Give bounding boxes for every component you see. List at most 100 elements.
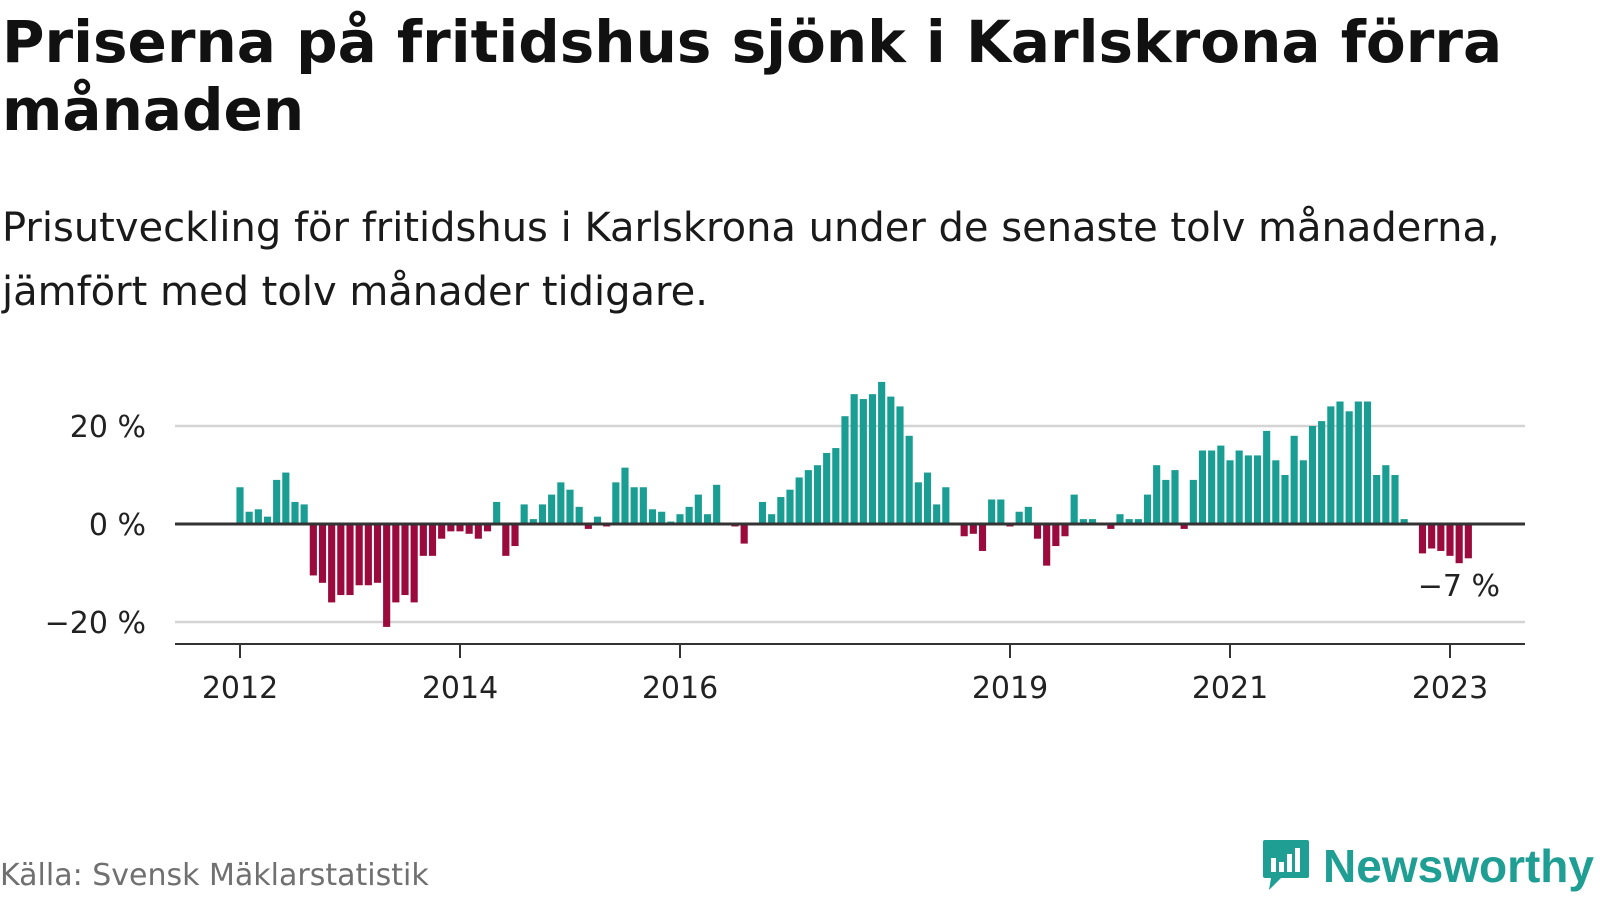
bar <box>502 524 510 556</box>
bar <box>1143 494 1152 524</box>
bar <box>364 524 372 586</box>
bar <box>1052 524 1060 547</box>
bar <box>1318 421 1326 524</box>
bar <box>1244 455 1252 524</box>
bar <box>1134 519 1142 524</box>
bar <box>1180 524 1188 529</box>
bar <box>1153 465 1161 524</box>
bar <box>557 482 565 524</box>
bar <box>300 504 308 524</box>
bar <box>923 472 932 524</box>
chart-subtitle: Prisutveckling för fritidshus i Karlskro… <box>2 205 1500 315</box>
bar <box>1308 426 1317 524</box>
bar <box>777 497 785 524</box>
bar <box>1226 460 1234 524</box>
x-tick-label: 2019 <box>972 671 1048 706</box>
bar <box>859 399 867 524</box>
bar <box>1437 524 1445 551</box>
source-note: Källa: Svensk Mäklarstatistik <box>0 858 429 893</box>
bar <box>447 524 455 532</box>
bar <box>648 509 657 524</box>
bar <box>1363 401 1372 524</box>
x-axis-ticks: 2012 2014 2016 2019 2021 2023 <box>202 644 1488 706</box>
bar <box>988 499 996 524</box>
bar <box>694 494 702 524</box>
bar <box>392 524 400 603</box>
bar <box>1198 450 1207 524</box>
bar <box>1015 511 1023 524</box>
bar <box>291 501 299 524</box>
bar <box>1327 406 1335 524</box>
bar <box>483 524 492 532</box>
bar <box>1391 475 1399 524</box>
bar <box>1253 455 1262 524</box>
bar <box>868 394 877 524</box>
bar <box>575 506 583 524</box>
bar <box>529 519 537 524</box>
bar <box>410 524 418 603</box>
bar <box>832 448 840 524</box>
bar <box>942 487 950 524</box>
bar <box>758 501 767 524</box>
bar <box>997 499 1005 524</box>
bar <box>1272 460 1280 524</box>
bar <box>713 484 721 524</box>
bar <box>401 524 409 596</box>
bar <box>337 524 345 596</box>
bar <box>1446 524 1454 556</box>
bar <box>520 504 528 524</box>
bar <box>1373 475 1381 524</box>
bar <box>1171 470 1179 524</box>
bar <box>1382 465 1390 524</box>
bar <box>978 524 987 551</box>
bar <box>841 416 849 524</box>
bar <box>1162 479 1170 524</box>
bar <box>1299 460 1307 524</box>
bar <box>493 501 501 524</box>
bar <box>511 524 519 547</box>
y-tick-label: 20 % <box>70 410 146 445</box>
bar <box>1208 450 1216 524</box>
bar <box>245 511 253 524</box>
bar <box>355 524 363 586</box>
bar <box>878 381 886 524</box>
bar <box>538 504 547 524</box>
bar <box>813 465 822 524</box>
bar <box>621 467 629 524</box>
bar <box>1418 524 1427 554</box>
bar <box>969 524 977 534</box>
bar-chart: −20 % 0 % 20 % 2012 2014 2016 2019 2021 2023 −7… <box>45 381 1525 706</box>
bar <box>282 472 290 524</box>
bar-chart-speech-bubble-icon <box>1263 840 1310 890</box>
bar <box>960 524 968 537</box>
x-tick-label: 2021 <box>1192 671 1268 706</box>
bar <box>933 504 941 524</box>
y-tick-label: −20 % <box>45 606 146 641</box>
bar <box>346 524 354 596</box>
x-tick-label: 2012 <box>202 671 278 706</box>
bar <box>1070 494 1078 524</box>
bar <box>383 524 391 627</box>
bar <box>630 487 638 524</box>
bar <box>768 514 776 524</box>
bar <box>1263 430 1271 524</box>
x-tick-label: 2014 <box>422 671 498 706</box>
bar <box>273 479 281 524</box>
bars <box>236 381 1472 627</box>
bar <box>1354 401 1362 524</box>
bar <box>1088 519 1097 524</box>
bar <box>1116 514 1124 524</box>
gridlines <box>175 424 1525 624</box>
bar <box>438 524 446 539</box>
bar <box>373 524 382 583</box>
bar <box>593 516 602 524</box>
bar <box>428 524 437 556</box>
bar <box>1024 506 1032 524</box>
bar <box>309 524 317 576</box>
bar <box>263 516 272 524</box>
bar <box>1033 524 1042 539</box>
bar <box>850 394 858 524</box>
bar <box>740 524 748 544</box>
y-axis-ticks: −20 % 0 % 20 % <box>45 410 146 641</box>
bar <box>584 524 592 529</box>
